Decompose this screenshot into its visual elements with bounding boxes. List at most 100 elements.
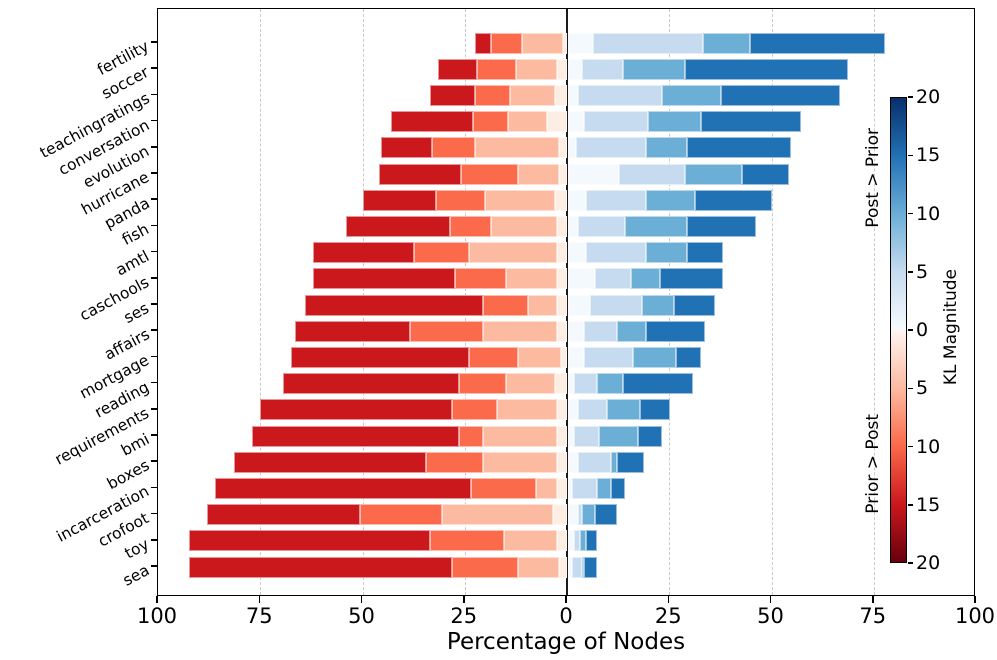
bar-segment <box>631 268 660 290</box>
bar-segment <box>645 189 695 211</box>
colorbar-tick-mark <box>908 271 913 273</box>
xtick-mark <box>463 596 465 603</box>
ytick-mark <box>151 381 157 384</box>
bar-segment <box>684 163 742 185</box>
ytick-label-ses: ses <box>121 299 153 328</box>
bar-left-conversation <box>391 111 567 133</box>
colorbar-tick-label: 20 <box>916 552 941 574</box>
bar-segment <box>556 425 567 447</box>
bar-right-crofoot <box>568 504 618 526</box>
bar-right-amtl <box>568 242 724 264</box>
gridline--75 <box>260 9 262 595</box>
bar-segment <box>741 163 789 185</box>
bar-segment <box>584 111 648 133</box>
bar-segment <box>360 504 443 526</box>
bar-left-caschools <box>313 268 567 290</box>
bar-segment <box>586 189 646 211</box>
bar-segment <box>639 399 671 421</box>
bar-left-reading <box>282 373 567 395</box>
bar-right-fertility <box>568 32 885 54</box>
colorbar-tick-label: 10 <box>916 435 941 458</box>
bar-segment <box>474 137 559 159</box>
bar-segment <box>517 163 559 185</box>
bar-segment <box>645 320 705 342</box>
bar-segment <box>554 189 567 211</box>
bar-left-ses <box>305 294 567 316</box>
colorbar-top-label: Post > Prior <box>863 128 883 228</box>
colorbar-bottom-label: Prior > Post <box>863 414 883 514</box>
bar-segment <box>536 477 557 499</box>
bar-segment <box>483 451 557 473</box>
xtick-label: 25 <box>450 604 478 628</box>
bar-segment <box>617 320 646 342</box>
colorbar-tick-mark <box>908 212 913 215</box>
bar-segment <box>584 320 618 342</box>
bar-segment <box>647 111 701 133</box>
bar-segment <box>474 32 492 54</box>
bar-segment <box>556 399 567 421</box>
bar-segment <box>305 294 484 316</box>
xtick-label: 75 <box>245 604 273 628</box>
xtick-label: 50 <box>348 604 375 628</box>
xtick-label: 0 <box>559 604 573 628</box>
xtick-mark <box>156 596 158 603</box>
bar-segment <box>450 215 492 237</box>
bar-left-soccer <box>438 58 567 80</box>
bar-right-reading <box>568 373 693 395</box>
bar-left-mortgage <box>290 346 567 368</box>
ytick-label-sea: sea <box>119 561 153 590</box>
bar-left-toy <box>188 530 567 552</box>
bar-segment <box>568 84 579 106</box>
bar-right-conversation <box>568 111 802 133</box>
bar-segment <box>568 556 573 578</box>
bar-segment <box>590 294 642 316</box>
bar-segment <box>556 215 567 237</box>
bar-right-bmi <box>568 425 663 447</box>
bar-segment <box>436 189 486 211</box>
xtick-label: 100 <box>136 604 178 628</box>
bar-segment <box>606 399 640 421</box>
bar-segment <box>702 32 750 54</box>
bar-left-sea <box>188 556 567 578</box>
ytick-mark <box>151 539 157 541</box>
colorbar-tick-mark <box>908 96 913 98</box>
gridline-50 <box>771 9 773 595</box>
bar-left-bmi <box>252 425 567 447</box>
bar-segment <box>568 477 573 499</box>
bar-segment <box>483 425 557 447</box>
bar-segment <box>378 163 461 185</box>
ytick-mark <box>151 355 157 358</box>
bar-segment <box>676 346 701 368</box>
bar-segment <box>700 111 802 133</box>
bar-segment <box>568 451 579 473</box>
bar-segment <box>497 399 557 421</box>
bar-segment <box>572 556 583 578</box>
xtick-mark <box>872 596 874 603</box>
bar-segment <box>560 346 567 368</box>
ytick-mark <box>151 303 157 305</box>
xtick-mark <box>667 596 669 603</box>
bar-segment <box>452 556 518 578</box>
bar-segment <box>470 477 537 499</box>
bar-left-evolution <box>380 137 567 159</box>
bar-segment <box>694 189 773 211</box>
bar-segment <box>594 504 618 526</box>
bar-segment <box>391 111 473 133</box>
bar-segment <box>568 111 585 133</box>
bar-segment <box>686 215 757 237</box>
bar-right-hurricane <box>568 163 789 185</box>
bar-segment <box>556 320 567 342</box>
colorbar-tick-mark <box>908 504 913 506</box>
bar-segment <box>485 189 555 211</box>
bar-segment <box>578 84 663 106</box>
bar-left-fish <box>346 215 567 237</box>
bar-segment <box>610 477 626 499</box>
bar-segment <box>188 556 453 578</box>
bar-segment <box>546 111 567 133</box>
bar-right-fish <box>568 215 757 237</box>
bar-segment <box>568 373 575 395</box>
bar-segment <box>556 294 567 316</box>
bar-segment <box>568 346 585 368</box>
bar-segment <box>578 451 611 473</box>
bar-segment <box>458 373 506 395</box>
